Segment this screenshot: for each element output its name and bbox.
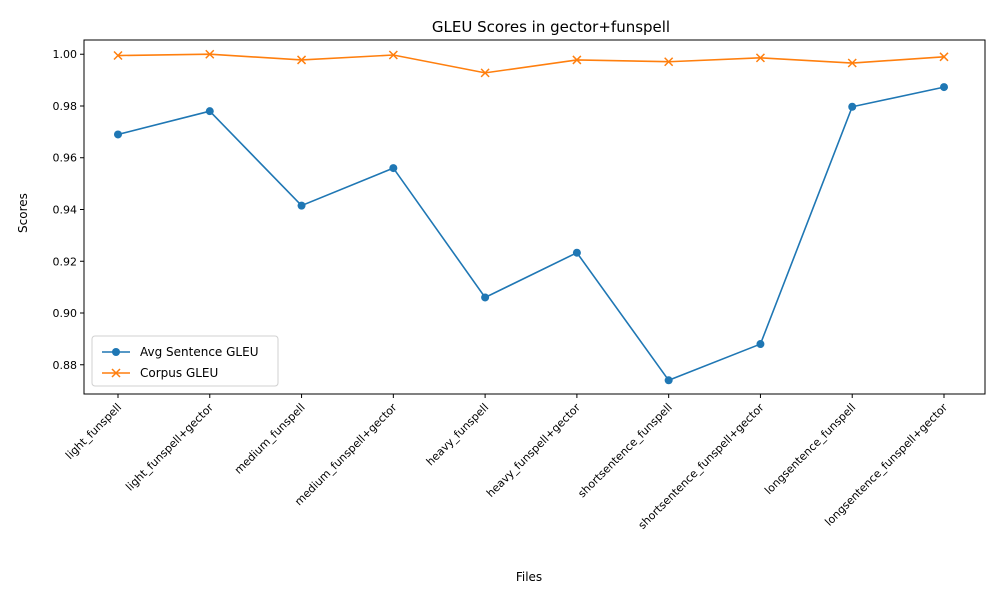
data-point xyxy=(205,49,215,59)
data-point xyxy=(939,52,949,62)
y-tick-label: 0.88 xyxy=(53,359,78,372)
chart-title: GLEU Scores in gector+funspell xyxy=(432,18,670,36)
data-point xyxy=(664,57,674,67)
x-tick-label: heavy_funspell+gector xyxy=(484,401,583,500)
data-point xyxy=(389,164,398,173)
data-point xyxy=(114,130,122,139)
data-point xyxy=(940,83,948,92)
x-axis-label: Files xyxy=(516,570,542,584)
y-tick-label: 0.90 xyxy=(53,307,78,320)
y-tick-label: 1.00 xyxy=(53,48,78,61)
x-tick-label: shortsentence_funspell xyxy=(575,401,674,500)
y-axis-ticks: 0.88 0.90 0.92 0.94 0.96 0.98 1.00 xyxy=(53,48,84,372)
x-tick-label: light_funspell+gector xyxy=(123,401,216,494)
data-point xyxy=(848,102,857,111)
data-point xyxy=(572,55,582,65)
data-point xyxy=(847,58,857,68)
data-point xyxy=(205,107,214,116)
series-2 xyxy=(113,49,949,78)
series-line xyxy=(117,53,945,74)
data-point xyxy=(572,248,581,257)
legend-marker xyxy=(112,348,120,356)
y-tick-label: 0.94 xyxy=(53,203,78,216)
legend-item: Corpus GLEU xyxy=(102,366,218,380)
legend-box xyxy=(91,335,279,387)
series-layer xyxy=(113,49,949,385)
x-tick-label: medium_funspell xyxy=(232,401,308,477)
data-point xyxy=(480,68,490,78)
plot-frame xyxy=(83,39,986,395)
y-axis-label: Scores xyxy=(16,193,30,233)
y-tick-label: 0.96 xyxy=(53,152,78,165)
x-tick-label: light_funspell xyxy=(63,401,124,462)
x-tick-label: longsentence_funspell xyxy=(762,401,858,497)
data-point xyxy=(113,50,123,61)
series-1 xyxy=(114,83,948,385)
x-tick-label: medium_funspell+gector xyxy=(292,401,400,509)
series-line xyxy=(117,86,945,382)
data-point xyxy=(297,201,306,210)
data-point xyxy=(297,55,307,65)
y-tick-label: 0.98 xyxy=(53,100,78,113)
legend: Avg Sentence GLEU Corpus GLEU xyxy=(91,335,279,387)
data-point xyxy=(756,340,765,349)
legend-item: Avg Sentence GLEU xyxy=(102,345,258,359)
data-point xyxy=(481,293,490,302)
data-point xyxy=(755,53,765,63)
y-tick-label: 0.92 xyxy=(53,255,78,268)
legend-label: Avg Sentence GLEU xyxy=(140,345,258,359)
data-point xyxy=(664,376,673,385)
x-axis-ticks: light_funspell light_funspell+gector mediu… xyxy=(63,394,950,532)
plot-area xyxy=(83,39,986,395)
data-point xyxy=(388,50,398,60)
legend-marker xyxy=(111,368,121,378)
legend-label: Corpus GLEU xyxy=(140,366,218,380)
x-tick-label: heavy_funspell xyxy=(424,401,491,468)
